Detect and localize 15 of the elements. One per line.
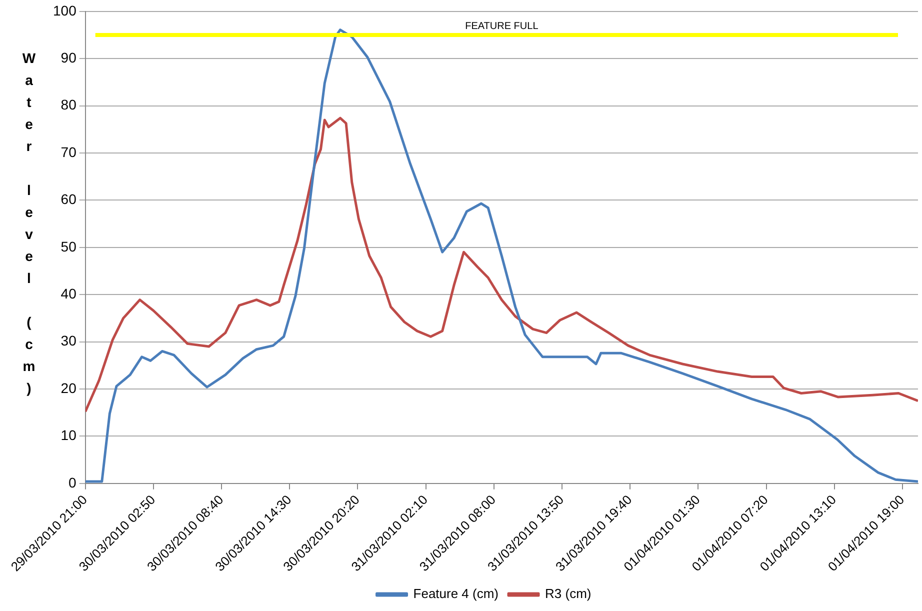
y-tick-label: 70 [60,144,77,160]
y-axis-title: Water level (cm) [21,50,37,402]
y-tick-label: 50 [60,238,77,254]
y-tick-label: 30 [60,332,77,349]
y-tick-label: 10 [60,427,77,444]
y-tick-label: 60 [60,191,77,208]
legend-label: R3 (cm) [545,586,592,602]
y-tick-label: 0 [68,474,77,490]
y-tick-label: 40 [60,285,77,302]
y-tick-label: 20 [60,380,77,396]
y-tick-label: 90 [60,49,77,66]
y-tick-label: 80 [60,96,77,113]
y-tick-label: 100 [53,2,77,18]
legend-label: Feature 4 (cm) [413,586,499,602]
ref-line-label: FEATURE FULL [465,20,539,32]
